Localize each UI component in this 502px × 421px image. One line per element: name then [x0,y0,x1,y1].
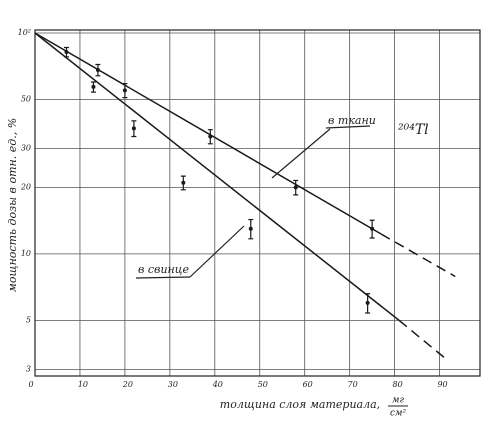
data-point [122,88,127,93]
x-tick-label: 40 [212,380,223,389]
x-tick-label: 10 [78,380,88,389]
series-label: в свинце [138,263,189,276]
data-point [293,185,298,190]
y-tick-label: 10² [18,28,31,37]
data-point [91,84,96,89]
x-tick-label: 80 [393,380,403,389]
label-leader [189,225,245,278]
extrapolation-line [398,319,445,358]
fit-line [34,32,382,235]
x-tick-label: 0 [28,380,33,389]
data-point [370,226,375,231]
plot-frame [34,29,481,377]
data-point [208,134,213,139]
extrapolation-line [380,233,456,278]
data-point [248,226,253,231]
y-tick-label: 20 [20,182,31,191]
data-point [64,50,69,55]
data-point [365,300,370,305]
y-tick-label: 5 [26,315,31,324]
y-tick-label: 50 [21,94,31,103]
x-tick-label: 60 [303,380,313,389]
data-point [95,67,100,72]
x-unit-numerator: мг [392,396,404,406]
label-leader [271,128,331,179]
y-tick-label: 3 [26,364,31,373]
series-label: в ткани [328,114,376,127]
data-point [181,180,186,185]
label-underline [135,276,191,279]
x-tick-label: 20 [122,380,133,389]
isotope-label: ²⁰⁴Tl [398,122,429,138]
x-unit-denominator: см² [390,409,407,419]
x-tick-label: 30 [168,380,178,389]
fit-line [34,32,400,321]
x-axis-label: толщина слоя материала, [220,398,380,411]
x-tick-label: 90 [437,380,447,389]
y-tick-label: 30 [21,143,31,152]
y-axis-label: мощность дозы в отн. ед., % [6,118,19,292]
label-underline [325,125,371,129]
x-tick-label: 70 [348,380,358,389]
data-point [131,126,136,131]
x-tick-label: 50 [258,380,268,389]
y-tick-label: 10 [21,249,31,258]
